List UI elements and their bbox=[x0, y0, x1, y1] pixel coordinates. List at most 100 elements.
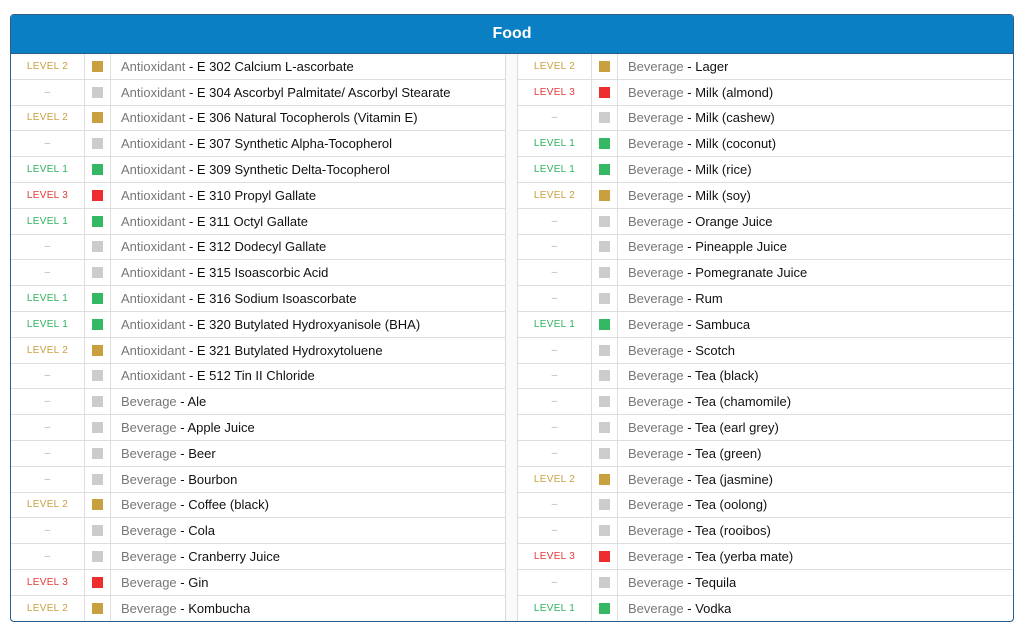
food-entry: Beverage - Milk (coconut) bbox=[628, 136, 777, 152]
level-label: – bbox=[11, 131, 85, 157]
level-label: – bbox=[11, 440, 85, 466]
table-row: LEVEL 2 Antioxidant - E 306 Natural Tocop… bbox=[11, 105, 505, 132]
entry-category: Antioxidant bbox=[121, 187, 186, 203]
entry-category: Antioxidant bbox=[121, 265, 186, 281]
food-entry: Beverage - Cranberry Juice bbox=[121, 549, 280, 565]
food-entry: Beverage - Apple Juice bbox=[121, 420, 255, 436]
entry-name: E 312 Dodecyl Gallate bbox=[196, 239, 327, 255]
right-column: LEVEL 2 Beverage - Lager LEVEL 3 Beverage -… bbox=[518, 54, 1012, 621]
level-swatch-cell bbox=[592, 311, 618, 337]
level-label: LEVEL 2 bbox=[518, 54, 592, 79]
table-row: LEVEL 1 Antioxidant - E 309 Synthetic Del… bbox=[11, 157, 505, 183]
table-row: – Beverage - Bourbon bbox=[11, 466, 505, 493]
level-swatch-cell bbox=[85, 208, 111, 234]
level-swatch-cell bbox=[592, 569, 618, 595]
table-row: – Antioxidant - E 512 Tin II Chloride bbox=[11, 363, 505, 390]
entry-category: Beverage bbox=[628, 58, 684, 74]
level-label: – bbox=[11, 415, 85, 440]
entry-category: Beverage bbox=[628, 291, 684, 307]
level-swatch bbox=[599, 86, 610, 98]
table-row: LEVEL 1 Antioxidant - E 311 Octyl Gallate bbox=[11, 208, 505, 235]
table-row: – Antioxidant - E 304 Ascorbyl Palmitate/… bbox=[11, 79, 505, 106]
level-swatch bbox=[599, 422, 610, 434]
table-row: LEVEL 1 Beverage - Milk (coconut) bbox=[518, 131, 1012, 158]
entry-name: Pineapple Juice bbox=[695, 239, 788, 255]
table-row: – Beverage - Tea (black) bbox=[518, 363, 1012, 390]
level-swatch-cell bbox=[592, 440, 618, 466]
entry-category: Beverage bbox=[628, 136, 684, 152]
level-label: LEVEL 2 bbox=[11, 492, 85, 518]
food-entry: Antioxidant - E 304 Ascorbyl Palmitate/ … bbox=[121, 84, 451, 100]
entry-category: Beverage bbox=[121, 394, 177, 410]
food-entry: Beverage - Tea (green) bbox=[628, 445, 762, 461]
level-swatch-cell bbox=[592, 131, 618, 157]
entry-category: Beverage bbox=[121, 445, 177, 461]
table-row: LEVEL 1 Antioxidant - E 316 Sodium Isoasc… bbox=[11, 286, 505, 312]
level-swatch-cell bbox=[592, 79, 618, 105]
entry-name: Kombucha bbox=[188, 600, 251, 616]
level-swatch-cell bbox=[85, 492, 111, 518]
level-swatch bbox=[599, 525, 610, 537]
level-label: – bbox=[518, 389, 592, 415]
table-row: LEVEL 3 Antioxidant - E 310 Propyl Gallat… bbox=[11, 182, 505, 209]
food-entry: Antioxidant - E 311 Octyl Gallate bbox=[121, 213, 308, 229]
entry-name: E 316 Sodium Isoascorbate bbox=[196, 291, 357, 307]
food-table: LEVEL 2 Antioxidant - E 302 Calcium L-asc… bbox=[11, 54, 1013, 621]
entry-name: E 311 Octyl Gallate bbox=[196, 213, 308, 229]
level-label: – bbox=[11, 79, 85, 105]
level-swatch bbox=[92, 576, 103, 588]
level-swatch bbox=[599, 473, 610, 485]
entry-category: Beverage bbox=[628, 574, 684, 590]
entry-name: Bourbon bbox=[188, 471, 238, 487]
level-label: LEVEL 1 bbox=[518, 157, 592, 182]
level-label: – bbox=[518, 105, 592, 131]
entry-name: Rum bbox=[695, 291, 723, 307]
level-label: – bbox=[11, 260, 85, 286]
table-row: – Beverage - Scotch bbox=[518, 337, 1012, 364]
level-swatch-cell bbox=[592, 466, 618, 492]
entry-name: Milk (soy) bbox=[695, 187, 751, 203]
entry-name: E 302 Calcium L-ascorbate bbox=[196, 58, 354, 74]
entry-category: Beverage bbox=[628, 110, 684, 126]
food-entry: Beverage - Milk (almond) bbox=[628, 84, 774, 100]
entry-category: Beverage bbox=[121, 420, 177, 436]
level-swatch-cell bbox=[592, 595, 618, 621]
level-swatch bbox=[92, 525, 103, 537]
entry-category: Antioxidant bbox=[121, 213, 186, 229]
level-label: – bbox=[518, 569, 592, 595]
entry-category: Antioxidant bbox=[121, 291, 186, 307]
entry-name: Tea (rooibos) bbox=[694, 523, 771, 539]
level-swatch-cell bbox=[592, 54, 618, 79]
entry-name: Orange Juice bbox=[695, 213, 773, 229]
level-swatch-cell bbox=[592, 337, 618, 363]
level-swatch-cell bbox=[85, 131, 111, 157]
entry-category: Beverage bbox=[628, 265, 684, 281]
table-row: – Beverage - Tea (chamomile) bbox=[518, 389, 1012, 416]
food-entry: Antioxidant - E 320 Butylated Hydroxyani… bbox=[121, 316, 421, 332]
level-swatch bbox=[599, 447, 610, 459]
entry-name: Sambuca bbox=[695, 316, 751, 332]
entry-category: Beverage bbox=[628, 445, 684, 461]
table-row: LEVEL 2 Beverage - Tea (jasmine) bbox=[518, 466, 1012, 493]
table-row: – Beverage - Tea (green) bbox=[518, 440, 1012, 467]
level-swatch-cell bbox=[85, 311, 111, 337]
entry-name: Cranberry Juice bbox=[188, 549, 280, 565]
table-row: – Antioxidant - E 307 Synthetic Alpha-Toc… bbox=[11, 131, 505, 158]
entry-name: E 304 Ascorbyl Palmitate/ Ascorbyl Stear… bbox=[196, 84, 451, 100]
entry-name: E 320 Butylated Hydroxyanisole (BHA) bbox=[196, 316, 421, 332]
level-swatch bbox=[599, 293, 610, 305]
level-swatch-cell bbox=[592, 260, 618, 286]
level-swatch bbox=[599, 60, 610, 72]
panel-title: Food bbox=[11, 15, 1013, 54]
entry-category: Beverage bbox=[121, 549, 177, 565]
entry-category: Beverage bbox=[628, 497, 684, 513]
food-entry: Antioxidant - E 321 Butylated Hydroxytol… bbox=[121, 342, 383, 358]
level-label: LEVEL 3 bbox=[11, 182, 85, 208]
level-label: LEVEL 3 bbox=[518, 79, 592, 105]
level-swatch bbox=[92, 422, 103, 434]
entry-category: Beverage bbox=[628, 213, 684, 229]
level-swatch-cell bbox=[85, 363, 111, 389]
level-label: LEVEL 1 bbox=[11, 311, 85, 337]
level-swatch bbox=[599, 164, 610, 176]
entry-category: Antioxidant bbox=[121, 58, 186, 74]
